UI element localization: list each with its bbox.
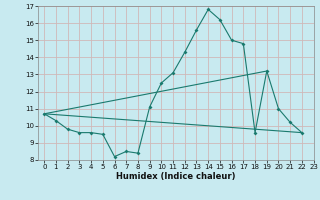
X-axis label: Humidex (Indice chaleur): Humidex (Indice chaleur) [116, 172, 236, 181]
